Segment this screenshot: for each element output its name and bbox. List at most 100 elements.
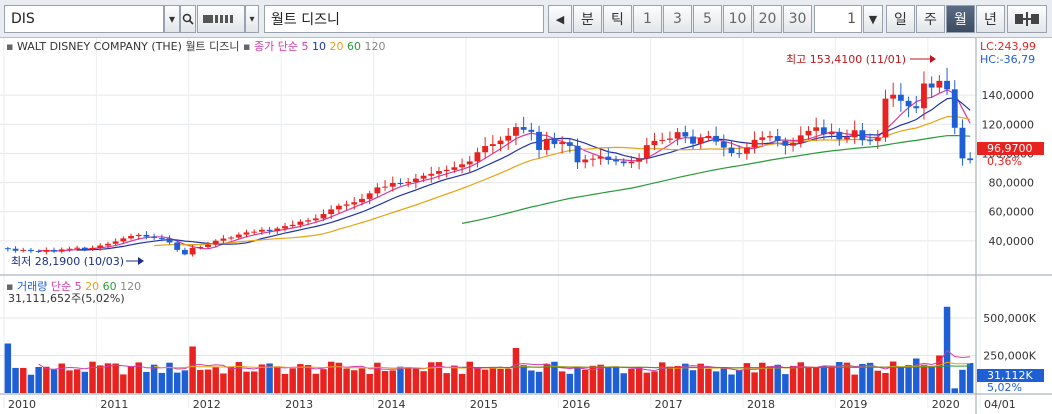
- period-month-button[interactable]: 월: [946, 5, 975, 33]
- x-tick-label: 2015: [470, 398, 498, 411]
- candle-body: [813, 127, 820, 131]
- price-volume-chart[interactable]: 40,000060,000080,0000100,0000120,0000140…: [0, 38, 1052, 414]
- volume-bar: [751, 372, 758, 393]
- volume-bar: [643, 372, 651, 393]
- volume-bar: [143, 371, 150, 393]
- volume-bar: [358, 368, 366, 393]
- volume-bar: [866, 362, 874, 393]
- volume-bar: [404, 366, 412, 393]
- link-button[interactable]: [197, 5, 245, 33]
- current-price-label: 96,9700: [987, 142, 1033, 155]
- candle-body: [89, 247, 96, 250]
- volume-bar: [212, 367, 219, 393]
- candle-body: [189, 247, 196, 255]
- volume-bar: [120, 374, 127, 393]
- candle-body: [466, 161, 473, 165]
- period-day-button[interactable]: 일: [886, 5, 915, 33]
- volume-bar: [581, 369, 589, 393]
- volume-bar: [689, 370, 697, 393]
- volume-bar: [297, 364, 304, 393]
- volume-bar: [428, 362, 435, 393]
- volume-bar: [27, 374, 35, 393]
- volume-bar: [481, 369, 489, 393]
- volume-bar: [235, 362, 243, 393]
- period-year-button[interactable]: 년: [976, 5, 1005, 33]
- candle-body: [905, 100, 912, 107]
- volume-bar: [96, 365, 104, 393]
- candle-body: [536, 131, 542, 150]
- high-annotation: 최고 153,4100 (11/01): [786, 53, 906, 66]
- volume-bar: [797, 362, 805, 393]
- chart-area[interactable]: 40,000060,000080,0000100,0000120,0000140…: [0, 38, 1052, 414]
- hc-label: HC:-36,79: [980, 53, 1035, 66]
- chart-settings-button[interactable]: [1007, 5, 1047, 33]
- symbol-input[interactable]: DIS: [4, 5, 164, 33]
- candle-body: [359, 198, 365, 203]
- volume-bar: [851, 374, 858, 393]
- volume-bar: [20, 367, 27, 393]
- volume-bar: [505, 368, 512, 393]
- interval-10-button[interactable]: 10: [723, 5, 752, 33]
- candle-body: [451, 167, 458, 170]
- candle-body: [867, 140, 873, 142]
- candle-body: [243, 232, 250, 235]
- volume-bar: [343, 368, 350, 393]
- candle-body: [505, 135, 512, 141]
- volume-bar: [189, 346, 196, 393]
- stock-name-field[interactable]: 월트 디즈니: [264, 5, 544, 33]
- link-dropdown-button[interactable]: ▾: [245, 5, 259, 33]
- candle-body: [851, 130, 858, 138]
- candle-body: [4, 248, 11, 250]
- volume-bar: [304, 365, 312, 393]
- symbol-search-button[interactable]: ▾: [164, 5, 180, 33]
- x-tick-label: 2019: [839, 398, 867, 411]
- volume-bar: [389, 370, 397, 393]
- candle-body: [705, 135, 712, 138]
- candle-body: [674, 132, 681, 139]
- candle-body: [143, 234, 150, 237]
- candle-body: [613, 159, 619, 162]
- tick-button[interactable]: 틱: [603, 5, 632, 33]
- interval-3-button[interactable]: 3: [663, 5, 692, 33]
- price-tick-label: 120,0000: [982, 118, 1035, 131]
- volume-bar: [882, 372, 889, 393]
- volume-bar: [674, 366, 681, 393]
- volume-bar: [859, 363, 866, 393]
- candle-body: [443, 169, 450, 172]
- candle-body: [936, 80, 943, 88]
- volume-bar: [266, 363, 273, 393]
- interval-1-button[interactable]: 1: [633, 5, 662, 33]
- volume-bar: [551, 361, 558, 393]
- minute-button[interactable]: 분: [573, 5, 602, 33]
- candle-body: [720, 141, 727, 148]
- candle-body: [682, 132, 689, 137]
- price-tick-label: 60,0000: [989, 206, 1035, 219]
- volume-bar: [443, 373, 450, 393]
- link-group-icon: [203, 15, 233, 23]
- current-change-label: 0,36%: [987, 155, 1022, 168]
- volume-bar: [397, 366, 404, 393]
- candle-body: [105, 243, 111, 246]
- candle-body: [166, 238, 173, 243]
- interval-dropdown-button[interactable]: ▼: [863, 5, 883, 33]
- volume-bar: [220, 373, 227, 393]
- candle-body: [282, 226, 288, 229]
- period-week-button[interactable]: 주: [916, 5, 945, 33]
- interval-30-button[interactable]: 30: [783, 5, 812, 33]
- candle-body: [782, 140, 789, 146]
- interval-20-button[interactable]: 20: [753, 5, 782, 33]
- search-button[interactable]: [180, 5, 196, 33]
- interval-5-button[interactable]: 5: [693, 5, 722, 33]
- candle-body: [151, 236, 158, 238]
- search-icon: ▾: [168, 12, 176, 26]
- volume-bar: [327, 361, 335, 393]
- candle-body: [459, 164, 465, 168]
- candle-body: [266, 229, 273, 231]
- prev-button[interactable]: ◀: [548, 5, 572, 33]
- volume-bar: [712, 371, 720, 393]
- interval-input[interactable]: 1: [814, 5, 862, 33]
- candle-body: [497, 140, 504, 145]
- volume-bar: [81, 371, 89, 393]
- volume-bar: [789, 365, 797, 393]
- candle-body: [158, 237, 165, 239]
